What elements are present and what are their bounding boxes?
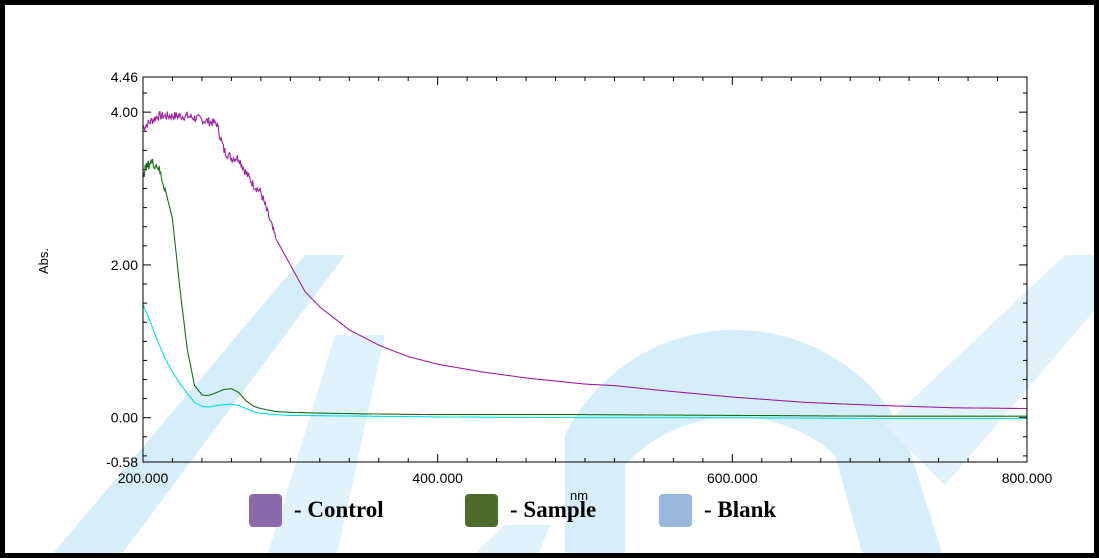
watermark-logo: [53, 255, 1094, 553]
x-tick-label: 400.000: [412, 470, 463, 486]
y-tick-label: 4.00: [111, 104, 138, 120]
absorbance-chart: 200.000 400.000 600.000 800.000 4.46 4.00 2.00…: [36, 69, 1053, 503]
x-tick-label: 600.000: [707, 470, 758, 486]
y-axis-label: Abs.: [36, 248, 51, 274]
x-tick-label: 200.000: [118, 470, 169, 486]
x-axis-label: nm: [570, 488, 588, 503]
y-tick-label: 2.00: [111, 257, 138, 273]
series-line-1: [142, 158, 1027, 417]
x-tick-label: 800.000: [1002, 470, 1053, 486]
y-tick-label: 4.46: [111, 69, 138, 85]
y-tick-label: -0.58: [106, 454, 138, 470]
plot-area-border: [142, 76, 1028, 463]
y-tick-label: 0.00: [111, 410, 138, 426]
series-line-0: [142, 110, 1027, 410]
series-line-2: [142, 304, 1027, 420]
